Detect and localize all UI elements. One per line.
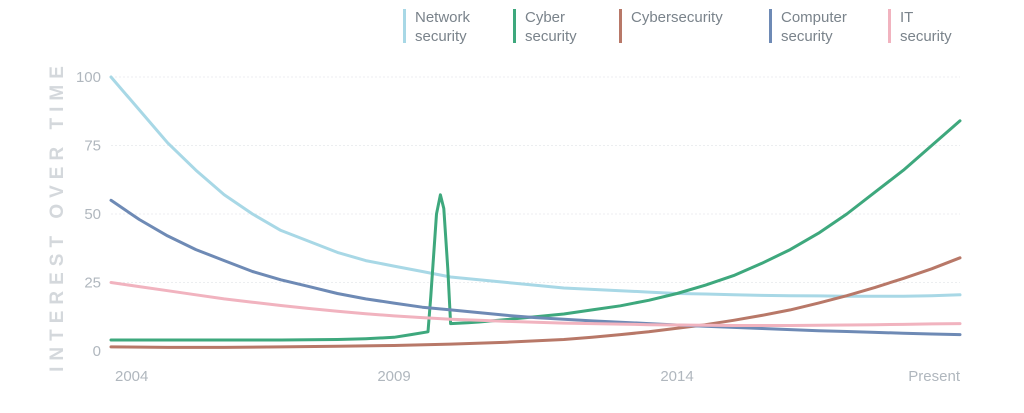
y-axis-ticks: 0 25 50 75 100 — [76, 69, 101, 360]
legend: NetworksecurityCybersecurityCybersecurit… — [403, 9, 952, 45]
legend-label: security — [900, 28, 952, 45]
legend-item: Computer security — [769, 9, 847, 45]
legend-swatch — [513, 9, 516, 43]
legend-label: security — [781, 28, 833, 45]
legend-label: Computer — [781, 9, 847, 26]
series-line-cybersecurity — [109, 256, 962, 349]
x-tick-label: 2004 — [115, 368, 148, 385]
legend-label: security — [415, 28, 467, 45]
legend-swatch — [619, 9, 622, 43]
y-tick-label: 50 — [84, 206, 101, 223]
legend-label: security — [525, 28, 577, 45]
legend-item: Cyber security — [513, 9, 577, 45]
series-lines — [109, 75, 962, 349]
legend-label: IT — [900, 9, 913, 26]
legend-swatch — [888, 9, 891, 43]
legend-item: Cybersecurity — [619, 9, 723, 43]
series-line-it-security — [109, 281, 962, 327]
x-tick-label: Present — [908, 368, 961, 385]
y-tick-label: 75 — [84, 138, 101, 155]
x-tick-label: 2009 — [377, 368, 410, 385]
series-line-computer-security — [109, 198, 962, 337]
legend-label: Cybersecurity — [631, 9, 723, 26]
x-axis-ticks: 2004 2009 2014 Present — [115, 368, 961, 385]
legend-swatch — [403, 9, 406, 43]
y-axis-label: INTEREST OVER TIME — [47, 60, 68, 372]
legend-item: IT security — [888, 9, 952, 45]
legend-label: Network — [415, 9, 471, 26]
y-tick-label: 0 — [93, 343, 101, 360]
series-line-network-security — [109, 75, 962, 298]
y-tick-label: 25 — [84, 275, 101, 292]
y-tick-label: 100 — [76, 69, 101, 86]
legend-item: Network security — [403, 9, 471, 45]
x-tick-label: 2014 — [660, 368, 693, 385]
legend-swatch — [769, 9, 772, 43]
legend-label: Cyber — [525, 9, 565, 26]
series-line-cyber-security — [109, 119, 962, 342]
gridlines — [111, 76, 960, 283]
